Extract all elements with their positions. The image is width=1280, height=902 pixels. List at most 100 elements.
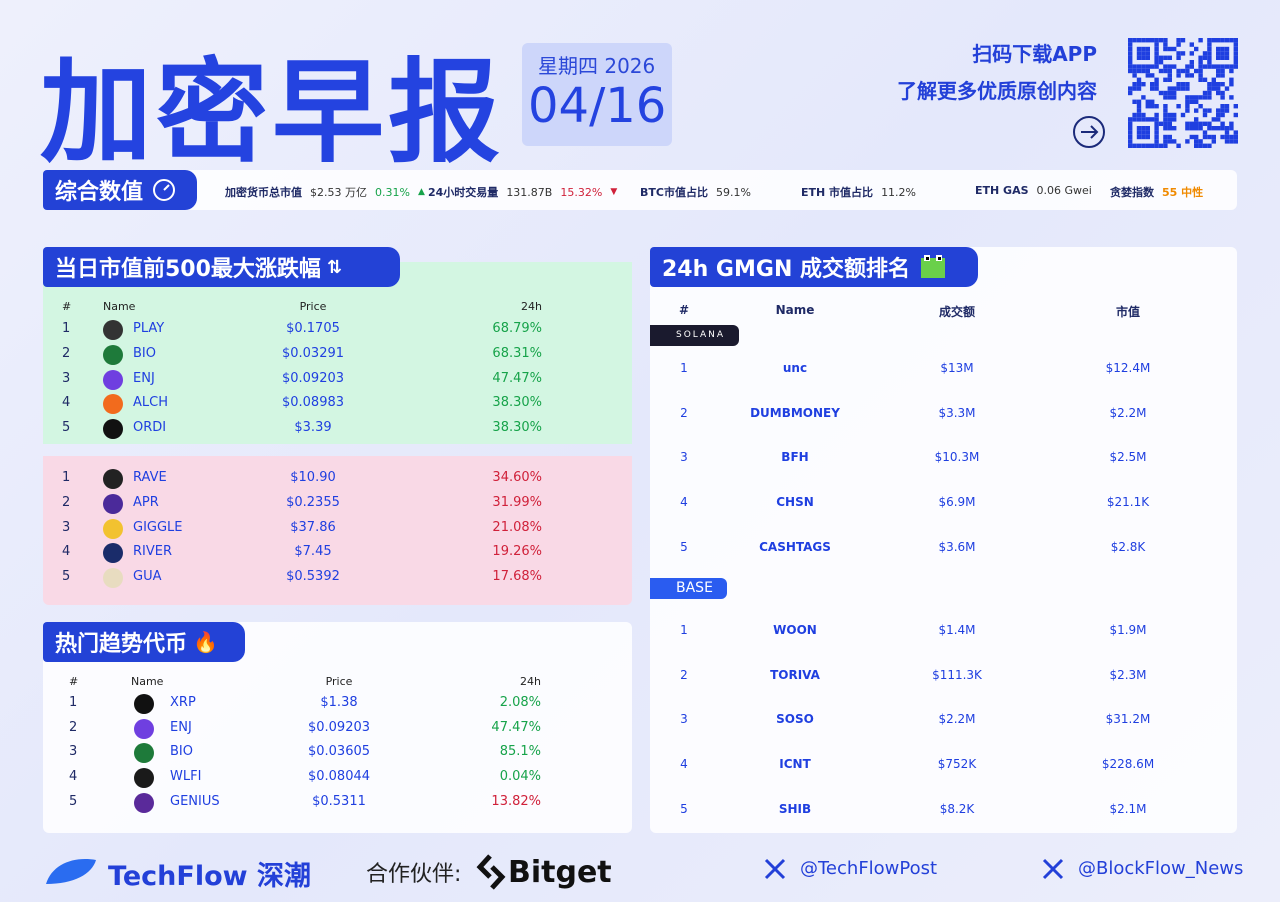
- qr-module: [1198, 77, 1203, 82]
- qr-module: [1172, 64, 1177, 69]
- movers-tab: 当日市值前500最大涨跌幅 ⇅: [43, 247, 400, 287]
- qr-module: [1128, 38, 1133, 43]
- qr-module: [1180, 68, 1186, 74]
- rank: 3: [69, 744, 78, 760]
- qr-module: [1211, 82, 1216, 87]
- metric-label: ETH GAS: [975, 184, 1029, 197]
- qr-module: [1172, 126, 1177, 131]
- qr-module: [1211, 139, 1216, 144]
- qr-module: [1154, 77, 1159, 82]
- metrics-tab: 综合数值: [43, 170, 197, 210]
- change: 2.08%: [499, 695, 541, 710]
- metric-change: 0.31%: [375, 185, 410, 199]
- qr-module: [1172, 86, 1177, 91]
- qr-module: [1224, 130, 1230, 135]
- qr-module: [1167, 55, 1172, 60]
- qr-module: [1145, 55, 1150, 60]
- qr-module: [1141, 126, 1146, 131]
- qr-module: [1194, 126, 1199, 131]
- qr-module: [1150, 99, 1155, 104]
- coin-icon: [103, 320, 123, 340]
- qr-module: [1176, 51, 1181, 56]
- qr-module: [1224, 64, 1230, 69]
- qr-module: [1154, 130, 1159, 135]
- coin-icon: [103, 419, 123, 440]
- rank: 5: [680, 801, 688, 816]
- qr-module: [1202, 143, 1208, 148]
- coin-icon: [103, 369, 123, 390]
- token-name: TORIVA: [770, 667, 820, 682]
- rank: 5: [62, 569, 71, 585]
- metric: ETH GAS 0.06 Gwei: [975, 184, 1092, 197]
- qr-module: [1145, 130, 1150, 135]
- qr-module: [1167, 73, 1172, 78]
- qr-module: [1233, 112, 1238, 118]
- coin-icon: [134, 792, 154, 813]
- qr-module: [1224, 126, 1230, 131]
- qr-module: [1141, 82, 1146, 87]
- qr-module: [1233, 134, 1238, 140]
- qr-module: [1220, 51, 1225, 56]
- qr-module: [1216, 82, 1221, 87]
- handle: @TechFlowPost: [800, 858, 938, 879]
- qr-module: [1207, 86, 1212, 91]
- qr-module: [1167, 139, 1172, 144]
- qr-module: [1198, 64, 1203, 69]
- column-header: #: [678, 303, 690, 317]
- column-header: Name: [131, 675, 164, 688]
- qr-module: [1145, 46, 1150, 52]
- qr-module: [1198, 68, 1203, 74]
- metric-change: 15.32%: [560, 185, 603, 199]
- column-header: 24h: [521, 300, 542, 313]
- qr-module: [1233, 46, 1238, 52]
- volume: $8.2K: [939, 801, 975, 816]
- volume: $2.2M: [938, 712, 976, 727]
- qr-module: [1167, 134, 1172, 140]
- qr-module: [1233, 64, 1238, 69]
- change: 0.04%: [499, 769, 541, 785]
- qr-module: [1185, 126, 1190, 131]
- rank: 3: [680, 450, 688, 465]
- qr-module: [1154, 86, 1159, 91]
- price: $0.1705: [286, 321, 340, 336]
- qr-module: [1167, 68, 1172, 74]
- qr-module: [1229, 77, 1234, 82]
- qr-module: [1233, 55, 1238, 60]
- market-cap: $2.3M: [1109, 667, 1147, 682]
- x-icon: [1042, 858, 1064, 880]
- qr-module: [1150, 64, 1155, 69]
- gainers-bg: [43, 262, 632, 444]
- qr-module: [1154, 112, 1159, 118]
- qr-module: [1154, 104, 1159, 109]
- change: 68.79%: [492, 321, 542, 336]
- qr-module: [1132, 38, 1137, 43]
- qr-module: [1163, 143, 1168, 148]
- qr-module: [1128, 64, 1133, 69]
- qr-module: [1163, 90, 1168, 96]
- arrow-button[interactable]: [1072, 115, 1106, 149]
- coin-icon: [103, 543, 123, 564]
- qr-module: [1145, 38, 1150, 43]
- cta-line: 了解更多优质原创内容: [897, 79, 1097, 103]
- qr-module: [1141, 55, 1146, 60]
- qr-module: [1150, 86, 1155, 91]
- coin-icon: [134, 718, 154, 739]
- qr-module: [1136, 46, 1142, 52]
- token-name: BFH: [781, 450, 809, 465]
- rank: 1: [680, 361, 688, 375]
- column-header: #: [69, 675, 79, 688]
- qr-module: [1154, 82, 1159, 87]
- qr-module: [1198, 38, 1203, 43]
- change: 19.26%: [492, 544, 542, 560]
- qr-module: [1180, 82, 1186, 87]
- qr-module: [1136, 77, 1142, 82]
- metric: 24小时交易量 131.87B 15.32% ▼: [428, 184, 617, 200]
- qr-module: [1194, 139, 1199, 144]
- qr-module: [1207, 55, 1212, 60]
- rank: 1: [69, 695, 78, 710]
- qr-module: [1163, 108, 1168, 113]
- qr-code[interactable]: [1128, 38, 1238, 148]
- price: $0.08044: [307, 769, 371, 785]
- qr-module: [1233, 130, 1238, 135]
